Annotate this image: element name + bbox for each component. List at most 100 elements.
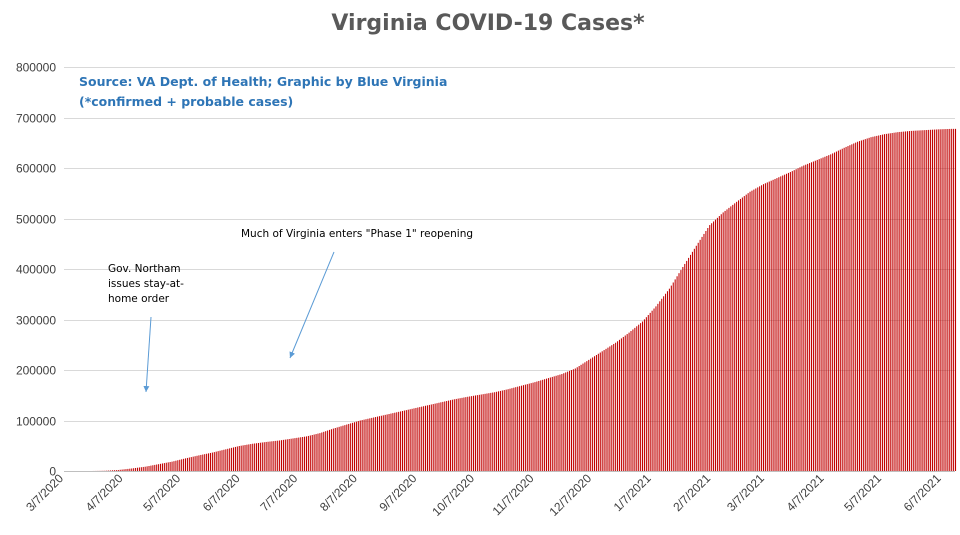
bar	[290, 438, 292, 471]
bar	[538, 380, 540, 471]
bar	[449, 400, 452, 471]
bar	[265, 441, 267, 471]
bar	[476, 395, 478, 471]
bar	[232, 447, 235, 471]
bar	[280, 440, 283, 471]
bar	[188, 457, 190, 471]
source-note: Source: VA Dept. of Health; Graphic by B…	[79, 74, 447, 89]
bar	[223, 449, 225, 471]
chart-title: Virginia COVID-19 Cases*	[331, 11, 645, 36]
bar	[574, 368, 576, 471]
bar	[772, 179, 774, 471]
bar	[238, 446, 240, 471]
bar	[649, 312, 651, 471]
bar	[140, 467, 142, 471]
bar	[436, 403, 438, 471]
bar	[547, 378, 549, 471]
bar	[945, 129, 947, 471]
bar	[878, 135, 880, 471]
bar	[931, 129, 934, 471]
bar	[163, 463, 165, 471]
bar	[334, 428, 336, 471]
bar	[736, 201, 738, 471]
bar	[540, 380, 542, 471]
bar	[745, 194, 747, 471]
bar	[755, 188, 757, 472]
bar	[261, 442, 263, 471]
bar	[332, 428, 334, 471]
x-tick-label: 11/7/2020	[490, 471, 537, 518]
y-tick-label: 0	[49, 465, 56, 479]
bar	[144, 466, 146, 471]
bar	[916, 130, 918, 471]
bar	[701, 236, 703, 471]
bar	[918, 130, 920, 471]
bar	[478, 394, 480, 471]
bar	[346, 424, 348, 471]
bar	[492, 392, 494, 471]
bar	[678, 273, 680, 471]
bar	[438, 402, 440, 471]
bar	[129, 468, 131, 471]
bar	[225, 449, 227, 471]
bar	[490, 392, 492, 471]
bar	[430, 404, 432, 471]
bar	[885, 133, 887, 471]
x-tick-label: 5/7/2021	[841, 471, 884, 514]
bar	[592, 357, 594, 471]
bar	[150, 465, 152, 471]
bar	[186, 457, 188, 471]
bar	[951, 128, 953, 472]
bar	[716, 217, 718, 471]
bar	[382, 415, 384, 471]
bar	[935, 129, 937, 472]
bar	[363, 419, 365, 471]
bar	[509, 388, 511, 471]
bar	[161, 463, 163, 471]
bar	[622, 336, 624, 471]
bar	[620, 338, 622, 471]
bar	[603, 350, 605, 471]
bar	[839, 149, 841, 471]
bar	[127, 468, 129, 471]
y-axis-ticks: 0 100000 200000 300000 400000 500000 600000 700…	[16, 61, 56, 479]
bar	[605, 348, 607, 471]
bar	[557, 375, 559, 471]
bar	[192, 456, 194, 471]
bar	[759, 186, 761, 471]
bar	[417, 407, 419, 471]
bar	[707, 228, 709, 471]
bar	[231, 447, 233, 471]
bar	[705, 230, 707, 471]
bar	[572, 369, 574, 471]
bar	[269, 441, 271, 471]
bar	[764, 183, 766, 472]
bar	[618, 339, 620, 471]
bar	[488, 393, 490, 471]
bar	[947, 129, 949, 471]
bar	[920, 130, 922, 471]
bar	[202, 454, 204, 471]
bar	[845, 146, 847, 471]
x-tick-label: 9/7/2020	[377, 471, 420, 514]
bar	[882, 134, 884, 471]
bar	[611, 345, 613, 471]
bar	[384, 414, 386, 471]
bar	[263, 442, 265, 471]
annotation-text: issues stay-at-	[108, 278, 184, 290]
bar	[883, 134, 885, 472]
source-note-2: (*confirmed + probable cases)	[79, 94, 293, 109]
bar	[559, 374, 561, 471]
bar	[457, 398, 459, 471]
bar	[824, 156, 826, 471]
bar	[534, 382, 536, 471]
bar	[866, 138, 868, 472]
bar	[741, 197, 743, 471]
bar	[780, 176, 782, 471]
bar	[832, 153, 834, 471]
bar	[373, 417, 375, 471]
annotations: Gov. Northam issues stay-at-home order Muc…	[108, 228, 473, 393]
bar	[693, 248, 695, 471]
bar	[196, 455, 198, 471]
bar	[615, 342, 617, 471]
